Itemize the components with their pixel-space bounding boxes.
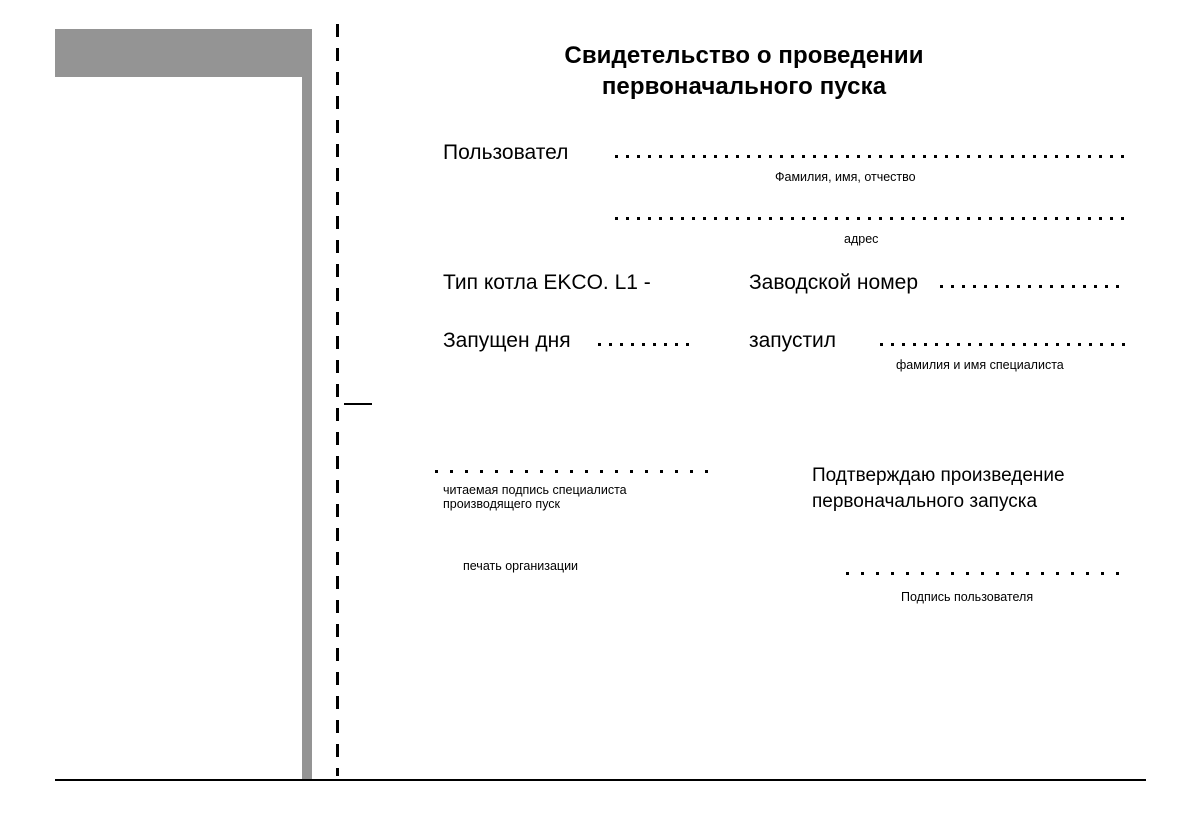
boiler-type-label: Тип котла EKCO. L1 - xyxy=(443,271,651,294)
serial-number-label: Заводской номер xyxy=(749,271,918,294)
title-line-2: первоначального пуска xyxy=(601,73,887,100)
user-name-caption: Фамилия, имя, отчество xyxy=(775,170,916,184)
certificate-content: Свидетельство о проведении первоначально… xyxy=(339,0,1191,839)
gray-header-block xyxy=(55,29,312,77)
confirmation-line-2: первоначального запуска xyxy=(812,491,1038,512)
title-line-1: Свидетельство о проведении xyxy=(564,42,924,69)
user-name-input-line[interactable] xyxy=(615,155,1129,158)
user-address-caption: адрес xyxy=(844,232,879,246)
page-title: Свидетельство о проведении первоначально… xyxy=(339,40,1149,102)
bottom-horizontal-rule xyxy=(55,779,1146,781)
specialist-name-caption: фамилия и имя специалиста xyxy=(896,358,1064,372)
user-signature-caption: Подпись пользователя xyxy=(901,590,1034,604)
started-by-label: запустил xyxy=(749,329,837,352)
confirmation-line-1: Подтверждаю произведение xyxy=(812,465,1065,486)
user-address-input-line[interactable] xyxy=(615,217,1129,220)
gray-vertical-strip xyxy=(302,29,312,781)
dashed-fold-line xyxy=(336,24,339,776)
specialist-signature-caption-line-1: читаемая подпись специалиста xyxy=(443,483,627,497)
specialist-signature-caption-line-2: производящего пуск xyxy=(443,497,561,511)
organization-stamp-caption: печать организации xyxy=(463,559,579,573)
user-signature-line[interactable] xyxy=(846,572,1127,575)
specialist-signature-line[interactable] xyxy=(435,470,716,473)
fold-tick-mark xyxy=(344,403,372,405)
start-date-input-line[interactable] xyxy=(598,343,690,346)
serial-number-input-line[interactable] xyxy=(940,285,1121,288)
user-label: Пользовател xyxy=(443,141,569,164)
started-by-input-line[interactable] xyxy=(880,343,1130,346)
start-date-label: Запущен дня xyxy=(443,329,571,352)
